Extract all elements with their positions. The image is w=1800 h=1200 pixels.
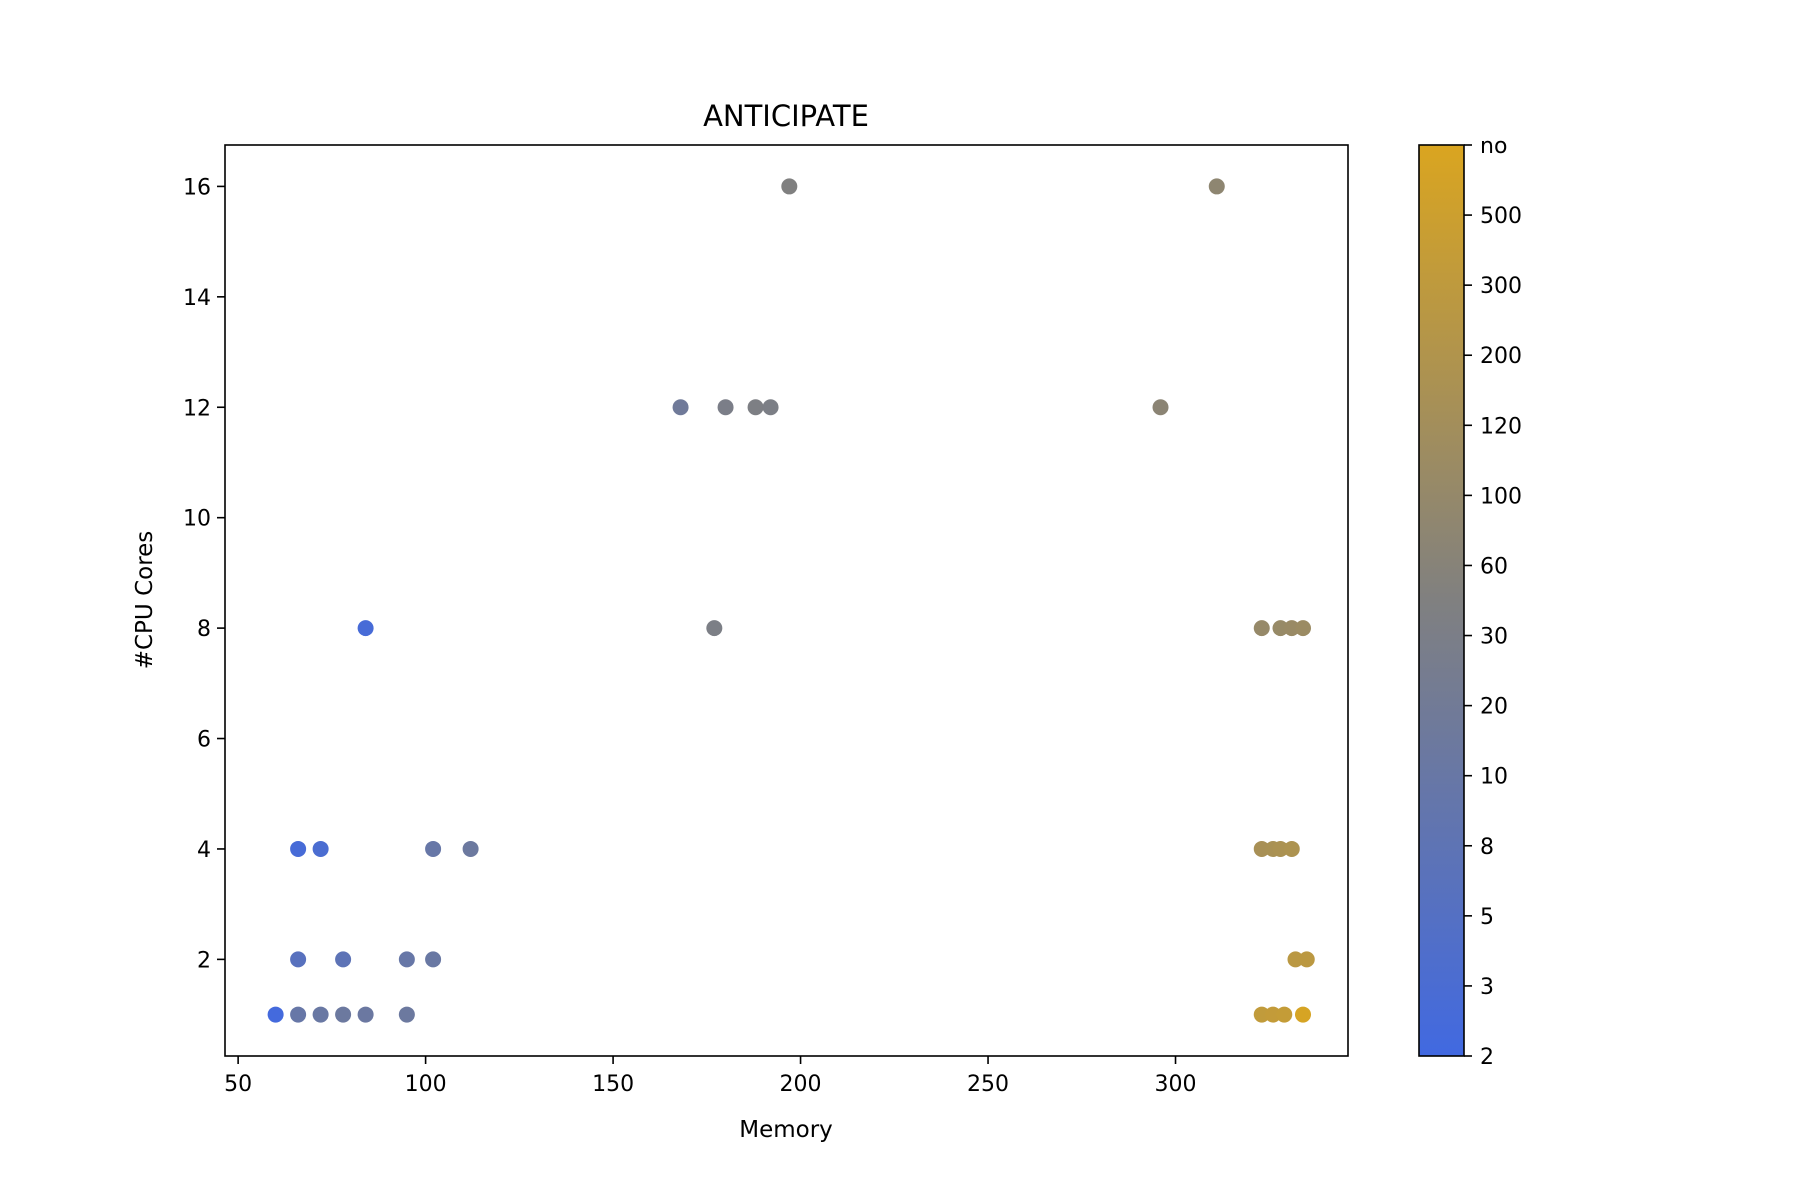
chart-title: ANTICIPATE <box>703 99 869 133</box>
scatter-point-32 <box>1298 951 1315 968</box>
scatter-point-6 <box>290 951 307 968</box>
colorbar-ticks: 2 3 5 8 10 20 30 60 100 120 200 300 500 no <box>1464 134 1522 1070</box>
colorbar-tick-label: 200 <box>1480 344 1522 369</box>
points-layer <box>267 178 1315 1023</box>
colorbar-tick-label: 120 <box>1480 414 1522 439</box>
colorbar-tick-label: 500 <box>1480 204 1522 229</box>
y-axis-label: #CPU Cores <box>132 531 158 670</box>
y-tick-label: 14 <box>183 286 211 311</box>
scatter-point-13 <box>462 840 479 857</box>
colorbar-tick-label: 3 <box>1480 975 1494 1000</box>
scatter-point-33 <box>1253 1006 1270 1023</box>
colorbar-tick-label: 300 <box>1480 274 1522 299</box>
x-axis: 50 100 150 200 250 300 <box>224 1056 1197 1097</box>
colorbar-tick-label: 5 <box>1480 905 1494 930</box>
scatter-point-7 <box>335 951 352 968</box>
y-tick-label: 6 <box>197 728 211 753</box>
colorbar-tick-label: 20 <box>1480 695 1508 720</box>
x-tick-label: 300 <box>1155 1072 1197 1097</box>
scatter-point-22 <box>1208 178 1225 195</box>
scatter-point-24 <box>1272 620 1289 637</box>
scatter-point-0 <box>267 1006 284 1023</box>
colorbar-tick-label: 100 <box>1480 484 1522 509</box>
y-tick-label: 16 <box>183 175 211 200</box>
x-tick-label: 150 <box>592 1072 634 1097</box>
scatter-point-4 <box>357 1006 374 1023</box>
scatter-point-34 <box>1265 1006 1282 1023</box>
scatter-point-36 <box>1295 1006 1312 1023</box>
scatter-point-23 <box>1253 620 1270 637</box>
scatter-point-2 <box>312 1006 329 1023</box>
y-tick-label: 10 <box>183 507 211 532</box>
x-tick-label: 250 <box>967 1072 1009 1097</box>
scatter-point-35 <box>1276 1006 1293 1023</box>
scatter-point-12 <box>425 840 442 857</box>
scatter-point-8 <box>398 951 415 968</box>
scatter-point-15 <box>672 399 689 416</box>
scatter-point-20 <box>781 178 798 195</box>
colorbar-tick-label: 10 <box>1480 765 1508 790</box>
scatter-point-9 <box>425 951 442 968</box>
scatter-point-27 <box>1253 840 1270 857</box>
x-tick-label: 100 <box>405 1072 447 1097</box>
scatter-point-25 <box>1283 620 1300 637</box>
scatter-point-5 <box>398 1006 415 1023</box>
x-tick-label: 200 <box>780 1072 822 1097</box>
y-tick-label: 8 <box>197 617 211 642</box>
scatter-point-17 <box>747 399 764 416</box>
scatter-point-26 <box>1295 620 1312 637</box>
scatter-point-3 <box>335 1006 352 1023</box>
scatter-point-30 <box>1283 840 1300 857</box>
scatter-point-31 <box>1287 951 1304 968</box>
scatter-point-16 <box>717 399 734 416</box>
y-tick-label: 2 <box>197 948 211 973</box>
y-axis: 2 4 6 8 10 12 14 16 <box>183 175 225 973</box>
x-tick-label: 50 <box>224 1072 252 1097</box>
y-tick-label: 4 <box>197 838 211 863</box>
colorbar <box>1418 144 1465 1057</box>
y-tick-label: 12 <box>183 396 211 421</box>
scatter-point-10 <box>290 840 307 857</box>
scatter-point-19 <box>706 620 723 637</box>
colorbar-tick-label: 60 <box>1480 554 1508 579</box>
scatter-point-18 <box>762 399 779 416</box>
colorbar-tick-label: 2 <box>1480 1045 1494 1070</box>
colorbar-tick-label: 30 <box>1480 625 1508 650</box>
scatter-point-1 <box>290 1006 307 1023</box>
scatter-point-11 <box>312 840 329 857</box>
scatter-point-14 <box>357 620 374 637</box>
scatter-point-29 <box>1272 840 1289 857</box>
colorbar-tick-label: 8 <box>1480 835 1494 860</box>
x-axis-label: Memory <box>739 1117 833 1143</box>
colorbar-tick-label: no <box>1480 134 1507 159</box>
plot-frame <box>224 144 1349 1057</box>
scatter-point-21 <box>1152 399 1169 416</box>
